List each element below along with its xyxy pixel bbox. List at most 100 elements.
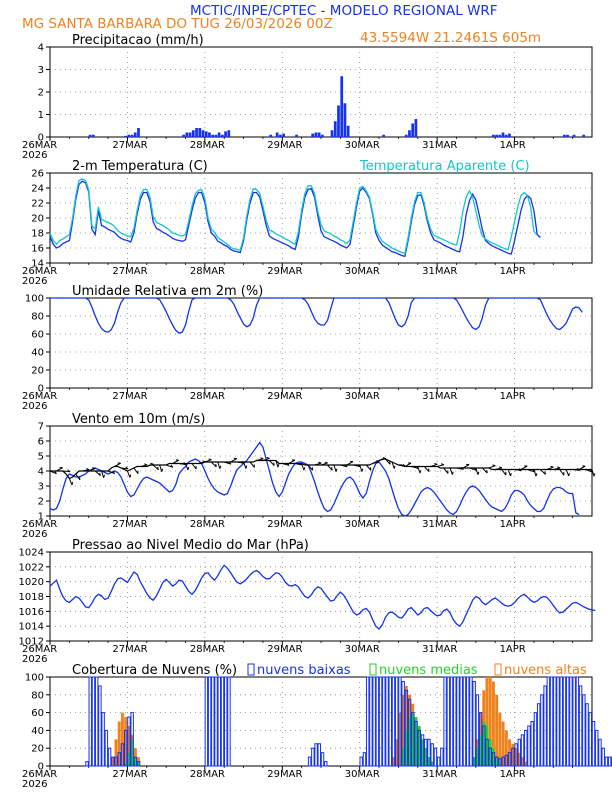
wind-arrow-head <box>499 467 502 468</box>
wind-arrow-head <box>150 463 153 464</box>
cloud-bar-low <box>86 762 88 766</box>
cloud-bar-low <box>450 677 452 766</box>
rh-ytick-label: 60 <box>31 330 44 341</box>
wind-arrow-head <box>92 468 95 469</box>
cloud-bar-low <box>444 677 446 766</box>
precip-bar <box>563 135 566 137</box>
wind-arrow-head <box>72 482 73 485</box>
temp-ytick-label: 24 <box>31 184 44 195</box>
wind-arrow-head <box>536 473 537 476</box>
cloud-bar-low <box>325 762 327 766</box>
cloud-bar-low <box>473 681 475 766</box>
precip-bar <box>208 133 211 138</box>
cloud-bar-low <box>557 677 559 766</box>
wind-arrow-head <box>267 457 270 458</box>
precip-bar <box>224 131 227 137</box>
precip-bar <box>282 134 285 137</box>
wind-arrow-head <box>104 475 105 478</box>
pressure-xtick-label: 27MAR <box>112 644 147 655</box>
cloud-bar-low <box>596 730 598 766</box>
precip-bar <box>195 128 198 137</box>
precip-bar <box>382 135 385 137</box>
clouds-ytick-label: 20 <box>31 744 44 755</box>
cloud-bar-low <box>386 677 388 766</box>
cloud-legend-label: nuvens baixas <box>257 663 351 678</box>
wind-arrow-head <box>551 466 554 467</box>
cloud-bar-low <box>99 686 101 766</box>
temp-xtick-label: 1APR <box>500 266 526 277</box>
cloud-bar-low <box>560 677 562 766</box>
cloud-bar-high <box>495 695 498 766</box>
chart-panels: 0 1 2 3 4 26MAR 27MAR 28MAR 29MAR 30MAR 31MAR 1APR 2… <box>19 33 612 790</box>
cloud-bar-low <box>360 757 362 766</box>
temp-xtick-label: 29MAR <box>267 266 302 277</box>
cloud-bar-low <box>602 748 604 766</box>
precip-bar <box>344 103 347 137</box>
pressure-xtick-label: 28MAR <box>190 644 225 655</box>
cloud-bar-low <box>363 753 365 766</box>
cloud-bar-low <box>318 744 320 766</box>
clouds-ytick-label: 60 <box>31 708 44 719</box>
wind-arrow-head <box>362 469 363 472</box>
precip-bar <box>221 135 224 137</box>
rh-ytick-label: 80 <box>31 312 44 323</box>
meteogram-chart: MCTIC/INPE/CPTEC - MODELO REGIONAL WRF M… <box>0 0 612 792</box>
wind-xtick-label: 28MAR <box>190 519 225 530</box>
cloud-bar-low <box>579 686 581 766</box>
cloud-bar-low <box>370 677 372 766</box>
temp-xtick-label: 31MAR <box>422 266 457 277</box>
precip-bar <box>295 135 298 137</box>
precip-bar <box>566 135 569 137</box>
rh-xtick-label: 31MAR <box>422 391 457 402</box>
cloud-bar-low <box>228 677 230 766</box>
pressure-ytick-label: 1024 <box>19 548 44 559</box>
precip-year-label: 2026 <box>22 150 47 161</box>
precip-bar <box>495 135 498 137</box>
wind-arrow-head <box>452 472 453 475</box>
wind-arrow <box>218 462 220 469</box>
cloud-bar-low <box>434 748 436 766</box>
wind-xtick-label: 1APR <box>500 519 526 530</box>
precip-bar <box>415 119 418 137</box>
temp-ytick-label: 22 <box>31 199 44 210</box>
wind-arrow-head <box>158 467 159 470</box>
clouds-xtick-label: 28MAR <box>190 769 225 780</box>
cloud-bar-low <box>366 677 368 766</box>
cloud-bar-low <box>315 744 317 766</box>
wind-arrow <box>508 470 510 477</box>
pressure-xtick-label: 1APR <box>500 644 526 655</box>
precip-bar <box>89 135 92 137</box>
wind-ytick-label: 3 <box>38 482 44 493</box>
precip-bar <box>227 130 230 137</box>
cloud-bar-low <box>447 677 449 766</box>
cloud-bar-low <box>470 677 472 766</box>
cloud-bar-low <box>308 757 310 766</box>
precip-bar <box>92 135 95 137</box>
temp-ytick-label: 18 <box>31 229 44 240</box>
precip-bar <box>573 135 576 137</box>
precip-bar <box>124 136 127 137</box>
wind-arrow <box>489 466 496 468</box>
cloud-bar-low <box>541 695 543 766</box>
wind-arrow-head <box>394 466 395 469</box>
clouds-xtick-label: 30MAR <box>345 769 380 780</box>
wind-arrow <box>534 470 536 477</box>
cloud-bar-low <box>89 677 91 766</box>
precip-bar <box>205 131 208 137</box>
pressure-series-0 <box>50 565 595 629</box>
pressure-ytick-label: 1020 <box>19 577 44 588</box>
cloud-bar-low <box>586 704 588 766</box>
precip-bar <box>134 133 137 138</box>
wind-arrow-head <box>336 469 337 472</box>
cloud-bar-low <box>534 713 536 766</box>
cloud-legend-swatch <box>495 664 501 675</box>
cloud-bar-low <box>437 757 439 766</box>
temp-title: 2-m Temperatura (C) <box>72 159 208 174</box>
precip-title: Precipitacao (mm/h) <box>72 33 204 48</box>
wind-arrow-head <box>162 469 163 472</box>
pressure-xtick-label: 29MAR <box>267 644 302 655</box>
precip-bar <box>276 133 279 138</box>
precip-bar <box>279 135 282 137</box>
wind-arrow-head <box>492 465 495 466</box>
rh-xtick-label: 30MAR <box>345 391 380 402</box>
